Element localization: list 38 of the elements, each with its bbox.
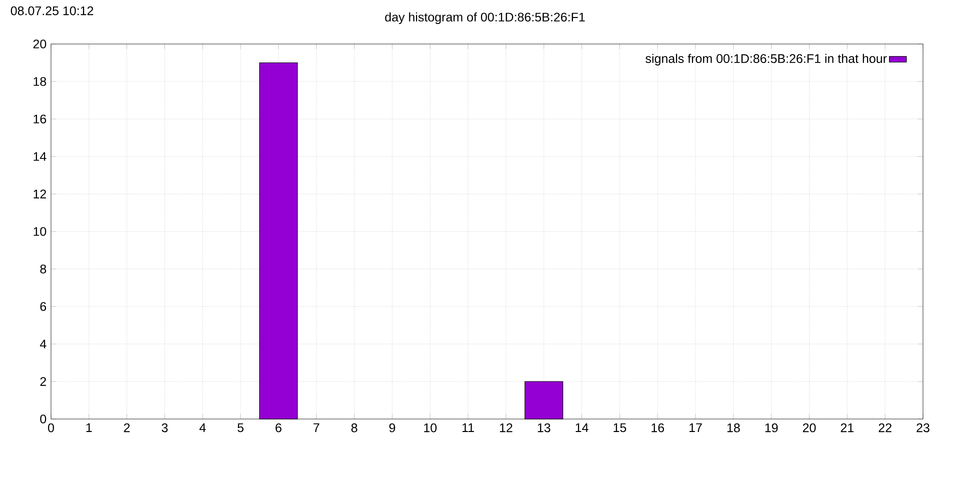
x-tick-label: 0 <box>48 423 54 432</box>
y-tick-label: 2 <box>40 377 46 386</box>
x-tick-label: 4 <box>199 423 206 432</box>
x-tick-label: 21 <box>840 423 854 432</box>
y-tick-label: 4 <box>40 340 46 348</box>
y-tick-label: 8 <box>40 264 46 274</box>
x-tick-label: 10 <box>424 423 437 432</box>
x-tick-label: 3 <box>162 423 168 432</box>
x-tick-label: 8 <box>351 423 358 432</box>
x-tick-label: 7 <box>314 423 320 432</box>
x-tick-label: 19 <box>765 423 778 432</box>
y-tick-label: 12 <box>34 190 46 198</box>
chart-title: day histogram of 00:1D:86:5B:26:F1 <box>385 12 585 24</box>
x-tick-label: 18 <box>727 423 740 432</box>
x-tick-label: 23 <box>916 423 930 432</box>
y-tick-label: 18 <box>34 77 46 86</box>
x-tick-label: 6 <box>276 423 282 432</box>
y-tick-label: 6 <box>40 302 46 311</box>
x-tick-label: 12 <box>500 423 512 432</box>
x-tick-label: 2 <box>124 423 130 432</box>
x-tick-label: 1 <box>86 423 92 432</box>
x-tick-label: 13 <box>538 423 550 432</box>
text: 08.07.25 10:12 <box>10 6 94 16</box>
x-tick-label: 5 <box>238 423 244 432</box>
x-tick-label: 11 <box>462 423 474 432</box>
y-tick-label: 0 <box>40 414 46 424</box>
y-tick-label: 14 <box>34 152 46 161</box>
x-tick-label: 15 <box>614 423 626 432</box>
x-tick-label: 22 <box>878 423 892 432</box>
x-tick-label: 17 <box>690 423 702 432</box>
x-tick-label: 20 <box>802 423 816 432</box>
x-tick-label: 9 <box>389 423 396 432</box>
y-tick-label: 10 <box>34 227 46 236</box>
y-tick-label: 16 <box>34 114 46 124</box>
x-tick-label: 16 <box>652 423 664 432</box>
y-tick-label: 20 <box>33 40 46 48</box>
legend-label: signals from 00:1D:86:5B:26:F1 in that hour <box>646 54 887 66</box>
x-tick-label: 14 <box>576 423 588 432</box>
